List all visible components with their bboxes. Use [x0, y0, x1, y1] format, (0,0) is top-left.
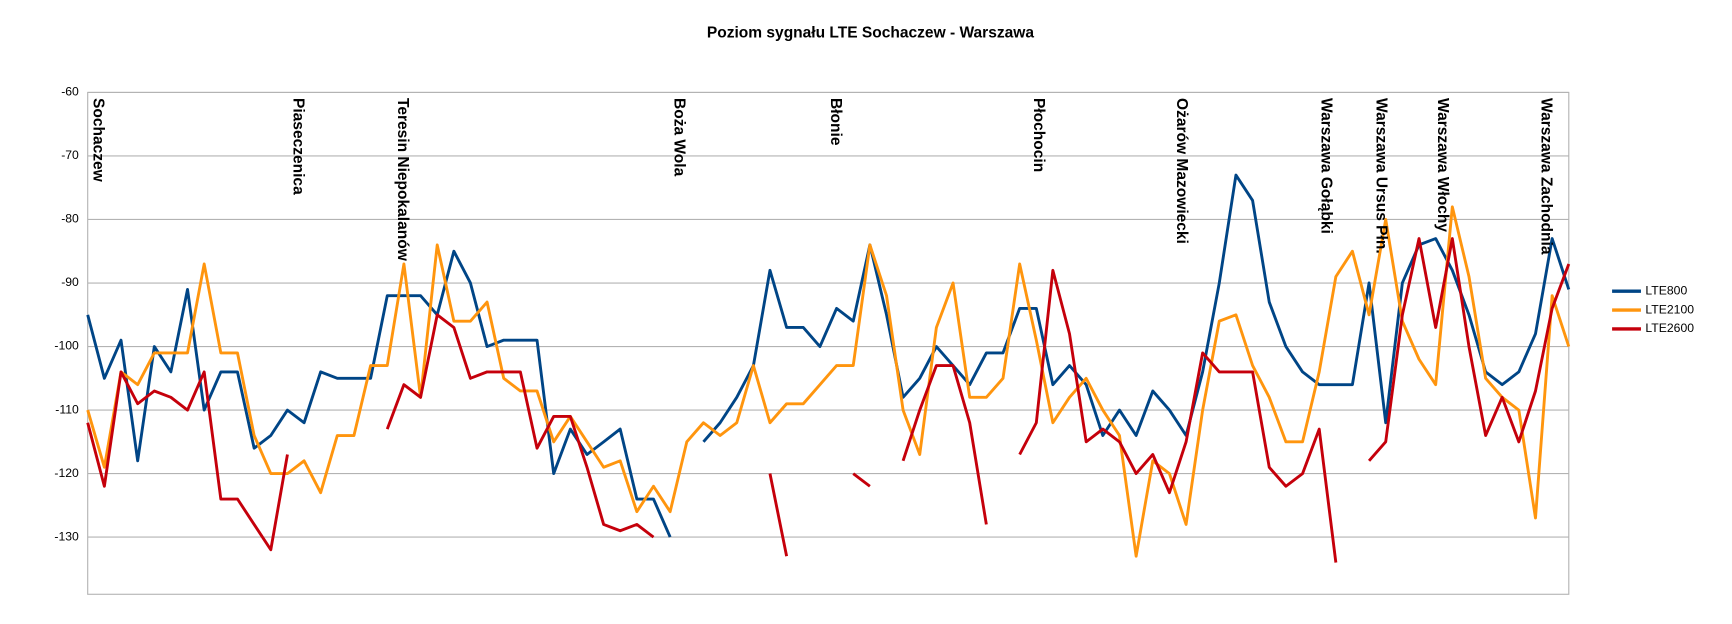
- chart-title: Poziom sygnału LTE Sochaczew - Warszawa: [707, 25, 1034, 42]
- y-tick-label: -110: [55, 402, 79, 416]
- y-tick-label: -100: [54, 339, 79, 353]
- legend-label: LTE2600: [1645, 321, 1694, 335]
- station-label: Płochocin: [1030, 98, 1047, 172]
- station-label: Błonie: [827, 98, 844, 146]
- legend-label: LTE800: [1645, 283, 1687, 297]
- y-tick-label: -120: [54, 466, 79, 480]
- station-label: Ożarów Mazowiecki: [1173, 98, 1190, 244]
- station-label: Piaseczenica: [289, 98, 306, 195]
- station-label: Warszawa Zachodnia: [1537, 98, 1554, 255]
- legend-label: LTE2100: [1645, 302, 1694, 316]
- station-label: Boża Wola: [670, 98, 687, 177]
- station-label: Sochaczew: [90, 98, 107, 183]
- station-label: Warszawa Gołąbki: [1318, 98, 1335, 234]
- station-label: Warszawa Włochy: [1434, 98, 1451, 232]
- y-tick-label: -70: [61, 148, 79, 162]
- station-label: Warszawa Ursus Płn.: [1373, 98, 1390, 254]
- y-tick-label: -80: [61, 212, 79, 226]
- station-label: Teresin Niepokalanów: [394, 98, 411, 262]
- plot-frame: [87, 91, 1570, 595]
- series-line: [86, 173, 1571, 538]
- y-tick-label: -130: [54, 529, 79, 543]
- series-line: [86, 237, 1571, 563]
- series-line: [86, 205, 1571, 558]
- y-tick-label: -60: [61, 85, 79, 99]
- y-tick-label: -90: [61, 275, 79, 289]
